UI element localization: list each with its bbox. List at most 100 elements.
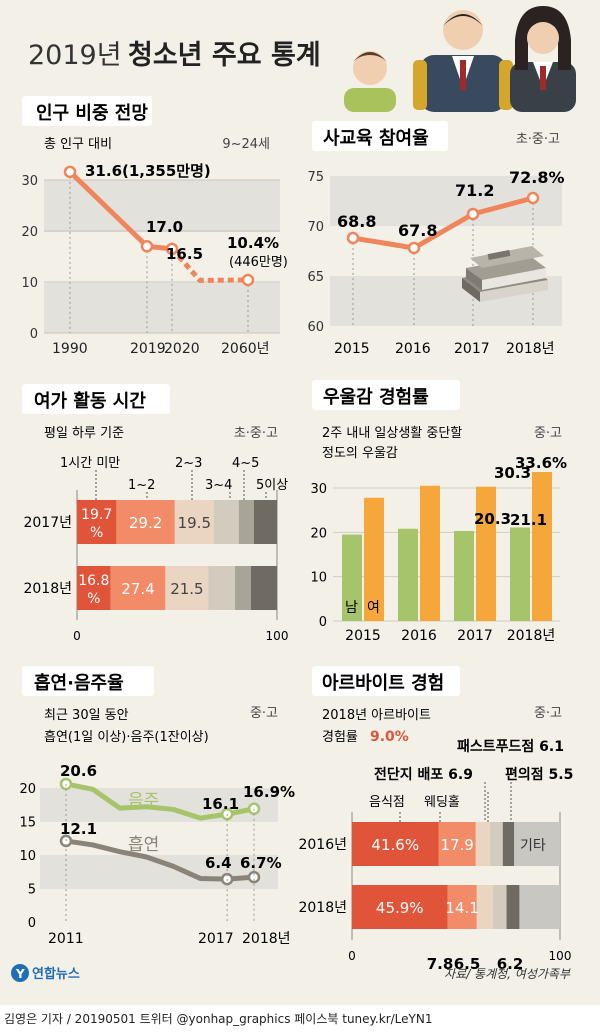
tutoring-xtick: 2015 bbox=[334, 341, 370, 357]
depression-panel: 우울감 경험률 2주 내내 일상생활 중단할 정도의 우울감 중·고 0 10 20… bbox=[310, 380, 567, 644]
smoke-drink-ytick: 20 bbox=[19, 782, 36, 797]
leisure-bar-segment bbox=[116, 500, 175, 544]
population-subtitle: 총 인구 대비 bbox=[44, 137, 112, 152]
tutoring-value-label: 72.8% bbox=[509, 168, 565, 187]
population-title: 인구 비중 전망 bbox=[36, 103, 148, 124]
leisure-value-label: 16.8 bbox=[78, 573, 109, 589]
population-point bbox=[63, 165, 77, 179]
smoke-drink-xtick: 2017 bbox=[198, 931, 234, 947]
parttime-scope: 중·고 bbox=[534, 706, 562, 721]
depression-bar-female bbox=[420, 485, 440, 621]
depression-scope: 중·고 bbox=[534, 426, 562, 441]
leisure-value-label: 21.5 bbox=[170, 580, 203, 598]
parttime-subtitle-2: 경험률 bbox=[322, 730, 358, 745]
depression-bar-female bbox=[476, 486, 496, 621]
leisure-bar-segment bbox=[77, 500, 117, 544]
depression-value-label: 21.1 bbox=[510, 511, 547, 529]
population-label-2019: 17.0 bbox=[146, 218, 183, 236]
parttime-bar-segment bbox=[506, 885, 520, 929]
parttime-value-label: 41.6% bbox=[371, 836, 419, 854]
smoke-drink-ytick: 5 bbox=[28, 883, 36, 898]
depression-bar-male bbox=[398, 528, 418, 621]
tutoring-value-label: 71.2 bbox=[455, 181, 494, 200]
parttime-bar-segment bbox=[447, 885, 477, 929]
tutoring-plot: 60 65 70 75 68.8 67.8 71.2 72.8% 2015 2016 2017 201… bbox=[307, 168, 564, 357]
leisure-title-box bbox=[22, 384, 170, 414]
parttime-rate: 9.0% bbox=[370, 729, 409, 745]
parttime-callout-convenience: 편의점 5.5 bbox=[505, 766, 573, 783]
parttime-value-label: 45.9% bbox=[376, 899, 424, 917]
population-label-1990: 31.6(1,355만명) bbox=[85, 162, 211, 180]
parttime-row-label: 2018년 bbox=[298, 900, 347, 916]
leisure-value-label: 19.7 bbox=[81, 507, 112, 523]
leisure-bar-segment bbox=[238, 500, 254, 544]
leisure-bar-segment bbox=[165, 566, 209, 610]
parttime-etc-label: 기타 bbox=[520, 838, 546, 854]
depression-plot: 0 10 20 30 2015 2016 2017 2018년 20.3 30.3 21.1 33.6… bbox=[310, 454, 567, 644]
smoke-drink-grid-band bbox=[40, 788, 278, 822]
population-scope: 9~24세 bbox=[222, 137, 270, 152]
population-ytick: 10 bbox=[21, 276, 38, 291]
depression-title: 우울감 경험률 bbox=[323, 386, 429, 408]
parttime-xtick: 100 bbox=[549, 949, 572, 963]
smoke-drink-series-label: 음주 bbox=[128, 791, 159, 811]
smoke-drink-value-label: 16.1 bbox=[202, 795, 239, 813]
smoke-drink-ytick: 0 bbox=[28, 916, 36, 931]
leisure-bar-segment bbox=[174, 500, 214, 544]
leisure-row-label: 2018년 bbox=[23, 581, 72, 597]
population-title-box bbox=[22, 96, 152, 126]
population-grid-band bbox=[44, 180, 280, 232]
leisure-bar-segment bbox=[208, 566, 235, 610]
header-year: 2019년 bbox=[28, 40, 122, 71]
leisure-value-label: 27.4 bbox=[121, 580, 154, 598]
leisure-scope: 초·중·고 bbox=[234, 426, 278, 441]
svg-text:Y: Y bbox=[15, 967, 25, 981]
parttime-bar-segment bbox=[476, 885, 494, 929]
depression-value-label: 33.6% bbox=[515, 454, 567, 472]
tutoring-value-label: 68.8 bbox=[337, 212, 376, 231]
yonhap-logo: Y 연합뉴스 bbox=[11, 964, 80, 982]
leisure-legend-1to2: 1~2 bbox=[128, 478, 155, 493]
leisure-bar-segment bbox=[253, 500, 277, 544]
parttime-bar-segment bbox=[352, 885, 448, 929]
tutoring-title-box bbox=[312, 121, 448, 151]
tutoring-ytick: 65 bbox=[307, 270, 324, 285]
smoke-drink-panel: 흡연·음주율 최근 30일 동안 흡연(1일 이상)·음주(1잔이상) 중·고 … bbox=[19, 666, 295, 947]
tutoring-line bbox=[352, 195, 534, 251]
depression-ytick: 10 bbox=[310, 571, 327, 586]
leisure-value-unit: % bbox=[90, 525, 103, 541]
depression-legend-female: 여 bbox=[367, 600, 380, 616]
smoke-drink-xtick: 2018년 bbox=[242, 931, 291, 947]
parttime-bar-segment bbox=[438, 822, 476, 866]
parttime-bar-segment bbox=[490, 822, 503, 866]
parttime-subtitle-1: 2018년 아르바이트 bbox=[322, 708, 431, 723]
tutoring-ytick: 60 bbox=[307, 320, 324, 335]
depression-subtitle-1: 2주 내내 일상생활 중단할 bbox=[322, 426, 462, 441]
smoke-drink-point bbox=[247, 870, 261, 884]
smoke-drink-subtitle-2: 흡연(1일 이상)·음주(1잔이상) bbox=[44, 730, 209, 745]
smoke-drink-value-label: 6.4 bbox=[205, 854, 232, 872]
depression-xtick: 2017 bbox=[457, 628, 493, 644]
leisure-xtick: 100 bbox=[266, 629, 289, 643]
population-ytick: 20 bbox=[21, 225, 38, 240]
population-line-forecast bbox=[170, 247, 249, 283]
parttime-bottom-label: 6.5 bbox=[454, 955, 481, 973]
footer-credit-bar: 김영은 기자 / 20190501 트위터 @yonhap_graphics 페… bbox=[0, 1005, 600, 1033]
parttime-bar-segment bbox=[502, 822, 515, 866]
smoke-drink-value-label: 12.1 bbox=[60, 820, 97, 838]
parttime-title-box bbox=[312, 666, 460, 696]
header-title: 청소년 주요 통계 bbox=[128, 40, 321, 71]
population-label-2060: 10.4% bbox=[227, 234, 279, 252]
tutoring-ytick: 75 bbox=[307, 170, 324, 185]
population-point bbox=[165, 242, 179, 256]
smoke-drink-title-box bbox=[22, 666, 154, 696]
parttime-bar-segment bbox=[475, 822, 491, 866]
students-illustration bbox=[344, 6, 576, 112]
parttime-callout-fastfood: 패스트푸드점 6.1 bbox=[457, 738, 564, 755]
depression-bar-male bbox=[510, 527, 530, 621]
smoke-drink-value-label: 6.7% bbox=[240, 854, 282, 872]
population-xtick: 1990 bbox=[52, 341, 88, 357]
